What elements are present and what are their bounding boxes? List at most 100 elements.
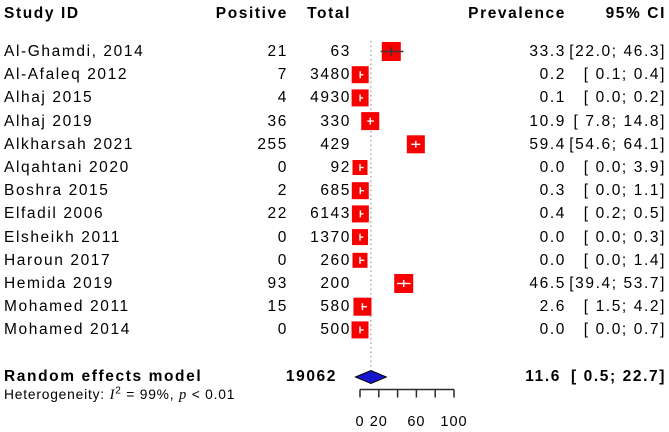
col-header-study-id: Study ID (4, 5, 80, 22)
study-positive: 2 (277, 182, 288, 200)
study-total: 3480 (310, 66, 351, 84)
study-row: Elfadil 2006 22 6143 0.4 [ 0.2; 0.5] (0, 202, 669, 225)
study-label: Alhaj 2019 (4, 112, 94, 130)
study-total: 1370 (310, 228, 351, 246)
study-prevalence: 0.1 (539, 89, 566, 107)
study-positive: 93 (267, 275, 288, 292)
study-ci: [ 0.0; 0.7] (583, 321, 666, 339)
study-total: 63 (330, 43, 351, 60)
study-label: Mohamed 2014 (4, 321, 131, 339)
study-positive: 36 (267, 112, 288, 130)
study-label: Elfadil 2006 (4, 205, 105, 223)
study-row: Alhaj 2019 36 330 10.9 [ 7.8; 14.8] (0, 110, 669, 133)
study-ci: [ 0.0; 1.4] (583, 251, 666, 269)
study-ci: [ 0.0; 0.3] (583, 228, 666, 246)
het-i-symbol: I (109, 387, 116, 403)
study-ci: [39.4; 53.7] (569, 275, 666, 292)
study-total: 200 (320, 275, 351, 292)
study-total: 92 (330, 159, 351, 176)
study-total: 6143 (310, 205, 351, 223)
study-prevalence: 33.3 (529, 43, 566, 60)
col-header-total: Total (307, 5, 351, 22)
het-prefix: Heterogeneity: (4, 387, 110, 402)
x-axis-tick-label: 0 (355, 414, 364, 430)
summary-total: 19062 (285, 368, 337, 385)
study-label: Hemida 2019 (4, 275, 114, 292)
study-total: 685 (320, 182, 351, 200)
study-positive: 0 (277, 251, 288, 269)
summary-ci: [ 0.5; 22.7] (570, 368, 666, 385)
study-positive: 7 (277, 66, 288, 84)
summary-row: Random effects model 19062 11.6 [ 0.5; 2… (0, 365, 669, 388)
study-total: 580 (320, 298, 351, 316)
study-prevalence: 0.0 (539, 228, 566, 246)
study-ci: [22.0; 46.3] (569, 43, 666, 60)
study-row: Al-Ghamdi, 2014 21 63 33.3 [22.0; 46.3] (0, 40, 669, 63)
col-header-prevalence: Prevalence (468, 5, 566, 22)
study-row: Boshra 2015 2 685 0.3 [ 0.0; 1.1] (0, 179, 669, 202)
study-ci: [ 7.8; 14.8] (573, 112, 666, 130)
study-label: Alhaj 2015 (4, 89, 94, 107)
study-total: 260 (320, 251, 351, 269)
study-prevalence: 0.3 (539, 182, 566, 200)
study-row: Alhaj 2015 4 4930 0.1 [ 0.0; 0.2] (0, 86, 669, 109)
study-row: Al-Afaleq 2012 7 3480 0.2 [ 0.1; 0.4] (0, 63, 669, 86)
study-positive: 0 (277, 159, 288, 176)
study-prevalence: 2.6 (539, 298, 566, 316)
study-positive: 22 (267, 205, 288, 223)
study-prevalence: 0.0 (539, 251, 566, 269)
x-axis-tick-label: 20 (370, 414, 388, 430)
study-prevalence: 0.0 (539, 321, 566, 339)
study-label: Mohamed 2011 (4, 298, 130, 316)
het-p-symbol: p (179, 387, 188, 403)
study-ci: [ 0.2; 0.5] (583, 205, 666, 223)
study-prevalence: 0.2 (539, 66, 566, 84)
study-positive: 0 (277, 228, 288, 246)
summary-prevalence: 11.6 (525, 368, 561, 385)
study-prevalence: 0.4 (539, 205, 566, 223)
het-i-superscript: 2 (115, 385, 122, 397)
study-row: Hemida 2019 93 200 46.5 [39.4; 53.7] (0, 272, 669, 295)
study-label: Alqahtani 2020 (4, 159, 130, 176)
study-positive: 255 (257, 135, 288, 153)
study-label: Elsheikh 2011 (4, 228, 122, 246)
het-middle: = 99%, (121, 387, 179, 402)
study-prevalence: 10.9 (529, 112, 566, 130)
study-ci: [ 0.0; 1.1] (583, 182, 666, 200)
study-ci: [ 1.5; 4.2] (583, 298, 666, 316)
het-suffix: < 0.01 (187, 387, 236, 402)
study-ci: [ 0.0; 3.9] (583, 159, 666, 176)
summary-label: Random effects model (4, 368, 203, 385)
column-header-row: Study ID Positive Total Prevalence 95% C… (0, 2, 669, 25)
study-row: Haroun 2017 0 260 0.0 [ 0.0; 1.4] (0, 249, 669, 272)
x-axis-tick-label: 60 (407, 414, 425, 430)
heterogeneity-note: Heterogeneity: I2 = 99%, p < 0.01 (4, 385, 235, 405)
study-prevalence: 46.5 (529, 275, 566, 292)
study-positive: 0 (277, 321, 288, 339)
study-ci: [ 0.0; 0.2] (583, 89, 666, 107)
col-header-95ci: 95% CI (605, 5, 666, 22)
study-ci: [ 0.1; 0.4] (583, 66, 666, 84)
study-label: Al-Ghamdi, 2014 (4, 43, 145, 60)
study-prevalence: 59.4 (529, 135, 566, 153)
study-ci: [54.6; 64.1] (569, 135, 666, 153)
study-row: Alqahtani 2020 0 92 0.0 [ 0.0; 3.9] (0, 156, 669, 179)
study-positive: 15 (267, 298, 288, 316)
study-row: Mohamed 2011 15 580 2.6 [ 1.5; 4.2] (0, 295, 669, 318)
study-label: Al-Afaleq 2012 (4, 66, 129, 84)
study-total: 4930 (310, 89, 351, 107)
study-prevalence: 0.0 (539, 159, 566, 176)
study-label: Boshra 2015 (4, 182, 110, 200)
study-total: 429 (320, 135, 351, 153)
study-total: 500 (320, 321, 351, 339)
study-label: Haroun 2017 (4, 251, 112, 269)
study-positive: 4 (277, 89, 288, 107)
study-total: 330 (320, 112, 351, 130)
col-header-positive: Positive (215, 5, 288, 22)
study-row: Mohamed 2014 0 500 0.0 [ 0.0; 0.7] (0, 318, 669, 341)
study-row: Elsheikh 2011 0 1370 0.0 [ 0.0; 0.3] (0, 226, 669, 249)
study-row: Alkharsah 2021 255 429 59.4 [54.6; 64.1] (0, 133, 669, 156)
study-label: Alkharsah 2021 (4, 135, 135, 153)
x-axis-tick-label: 100 (440, 414, 467, 430)
